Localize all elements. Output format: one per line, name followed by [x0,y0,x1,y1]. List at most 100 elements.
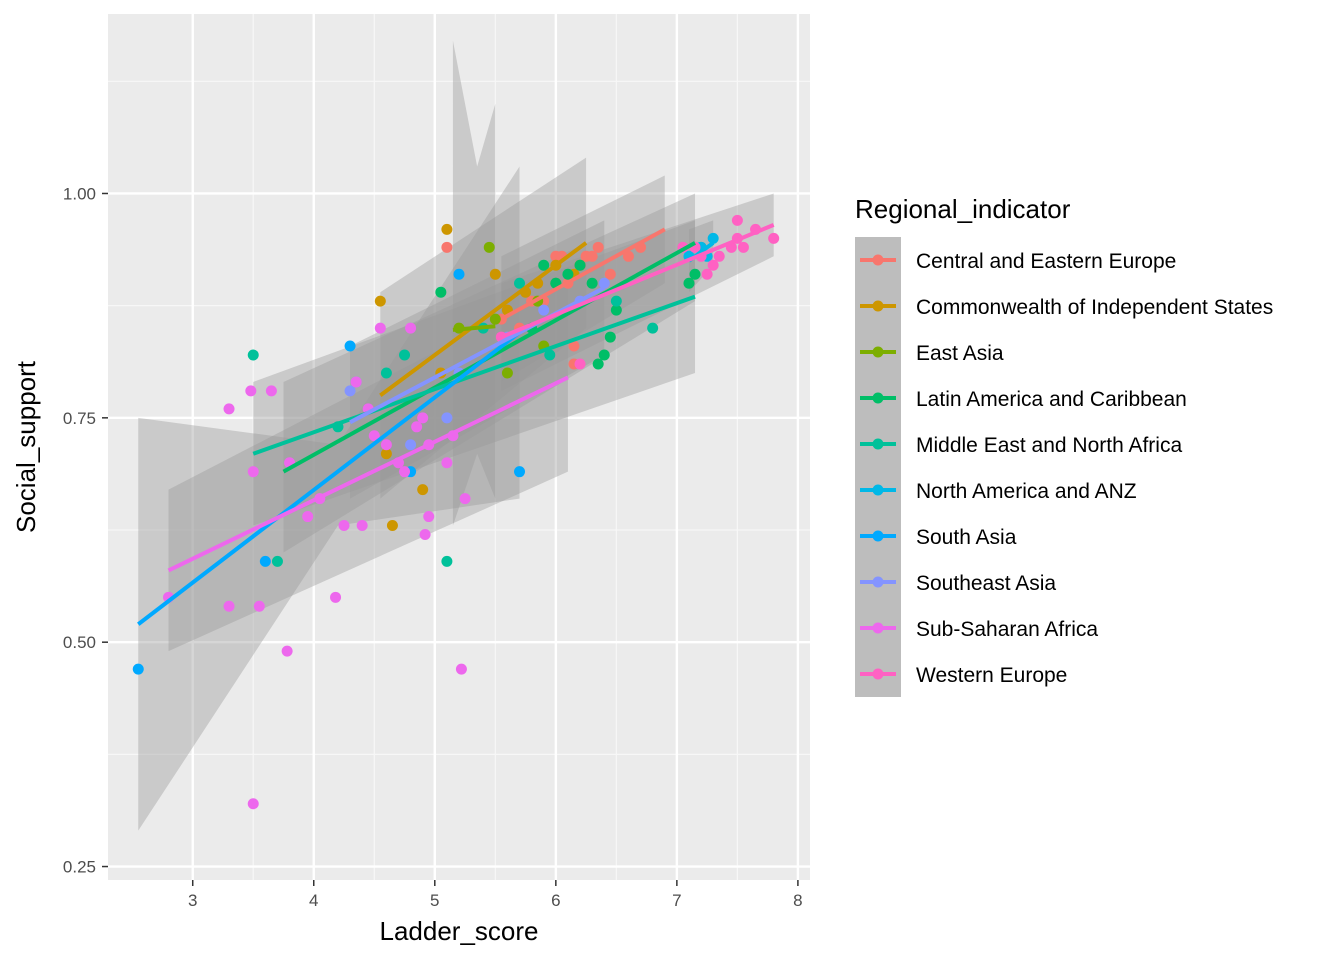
y-tick-label: 1.00 [63,184,96,203]
data-point [330,591,342,603]
data-point [441,412,453,424]
legend-key-point [872,438,884,450]
data-point [441,241,453,253]
confidence-band [138,166,520,831]
data-point [538,304,550,316]
data-point [380,448,392,460]
data-point [453,268,465,280]
legend-label: North America and ANZ [916,480,1137,503]
confidence-band [501,175,665,382]
legend-label: Latin America and Caribbean [916,388,1187,411]
y-tick-label: 0.50 [63,633,96,652]
legend-key-point [872,668,884,680]
fit-line [500,227,666,321]
data-point [344,340,356,352]
data-point [374,295,386,307]
data-point [768,232,780,244]
data-point [489,268,501,280]
data-point [259,555,271,567]
data-point [592,241,604,253]
data-point [574,259,586,271]
x-tick-label: 8 [793,891,802,910]
data-point [441,223,453,235]
x-tick-label: 7 [672,891,681,910]
data-point [223,403,235,415]
fit-line [452,324,496,332]
data-point [417,412,429,424]
fit-line [137,330,521,626]
legend-key-point [872,300,884,312]
plot-panel [108,14,810,880]
data-point [247,798,259,810]
data-point [489,313,501,325]
legend-key-point [872,530,884,542]
data-point [399,466,411,478]
data-point [568,340,580,352]
data-point [380,439,392,451]
data-point [713,250,725,262]
data-point [441,555,453,567]
x-tick-label: 3 [188,891,197,910]
data-point [417,484,429,496]
data-point [459,493,471,505]
data-point [610,304,622,316]
legend-key-point [872,346,884,358]
data-point [405,322,417,334]
legend-label: East Asia [916,342,1004,365]
fit-line [379,241,588,398]
data-point [350,376,362,388]
data-point [598,277,610,289]
data-point [419,528,431,540]
data-point [399,349,411,361]
data-point [562,268,574,280]
fit-line [167,375,569,573]
data-point [731,214,743,226]
legend-key-background [855,237,901,697]
grid-major [108,14,810,880]
data-point [344,385,356,397]
x-axis-ticks: 3 4 5 6 7 8 [188,880,803,910]
data-point [514,277,526,289]
data-point [253,600,265,612]
data-point [598,349,610,361]
data-point [501,367,513,379]
legend-label: Central and Eastern Europe [916,250,1176,273]
legend-key-point [872,484,884,496]
data-point [271,555,283,567]
data-point [281,645,293,657]
data-point [302,511,314,523]
data-point [441,457,453,469]
data-point [455,663,467,675]
legend-items: Central and Eastern Europe Commonwealth o… [860,250,1273,687]
legend-label: Commonwealth of Independent States [916,296,1273,319]
x-tick-label: 5 [430,891,439,910]
grid-minor [108,14,810,880]
data-point [514,466,526,478]
legend: Regional_indicator Central and Eastern E… [855,194,1273,697]
fit-lines [137,223,775,626]
y-axis-title: Social_support [11,360,41,533]
legend-label: South Asia [916,526,1017,549]
data-point [544,349,556,361]
data-point [701,268,713,280]
x-tick-label: 6 [551,891,560,910]
data-point [483,241,495,253]
data-point [604,268,616,280]
data-point [386,520,398,532]
legend-key-point [872,622,884,634]
data-points [132,214,780,810]
data-point [435,286,447,298]
data-point [592,358,604,370]
legend-key-point [872,254,884,266]
legend-label: Middle East and North Africa [916,434,1182,457]
data-point [586,277,598,289]
confidence-band [452,40,496,526]
legend-title: Regional_indicator [855,194,1071,224]
data-point [574,358,586,370]
data-point [683,277,695,289]
y-tick-label: 0.75 [63,409,96,428]
data-point [356,520,368,532]
data-point [265,385,277,397]
legend-key-point [872,392,884,404]
